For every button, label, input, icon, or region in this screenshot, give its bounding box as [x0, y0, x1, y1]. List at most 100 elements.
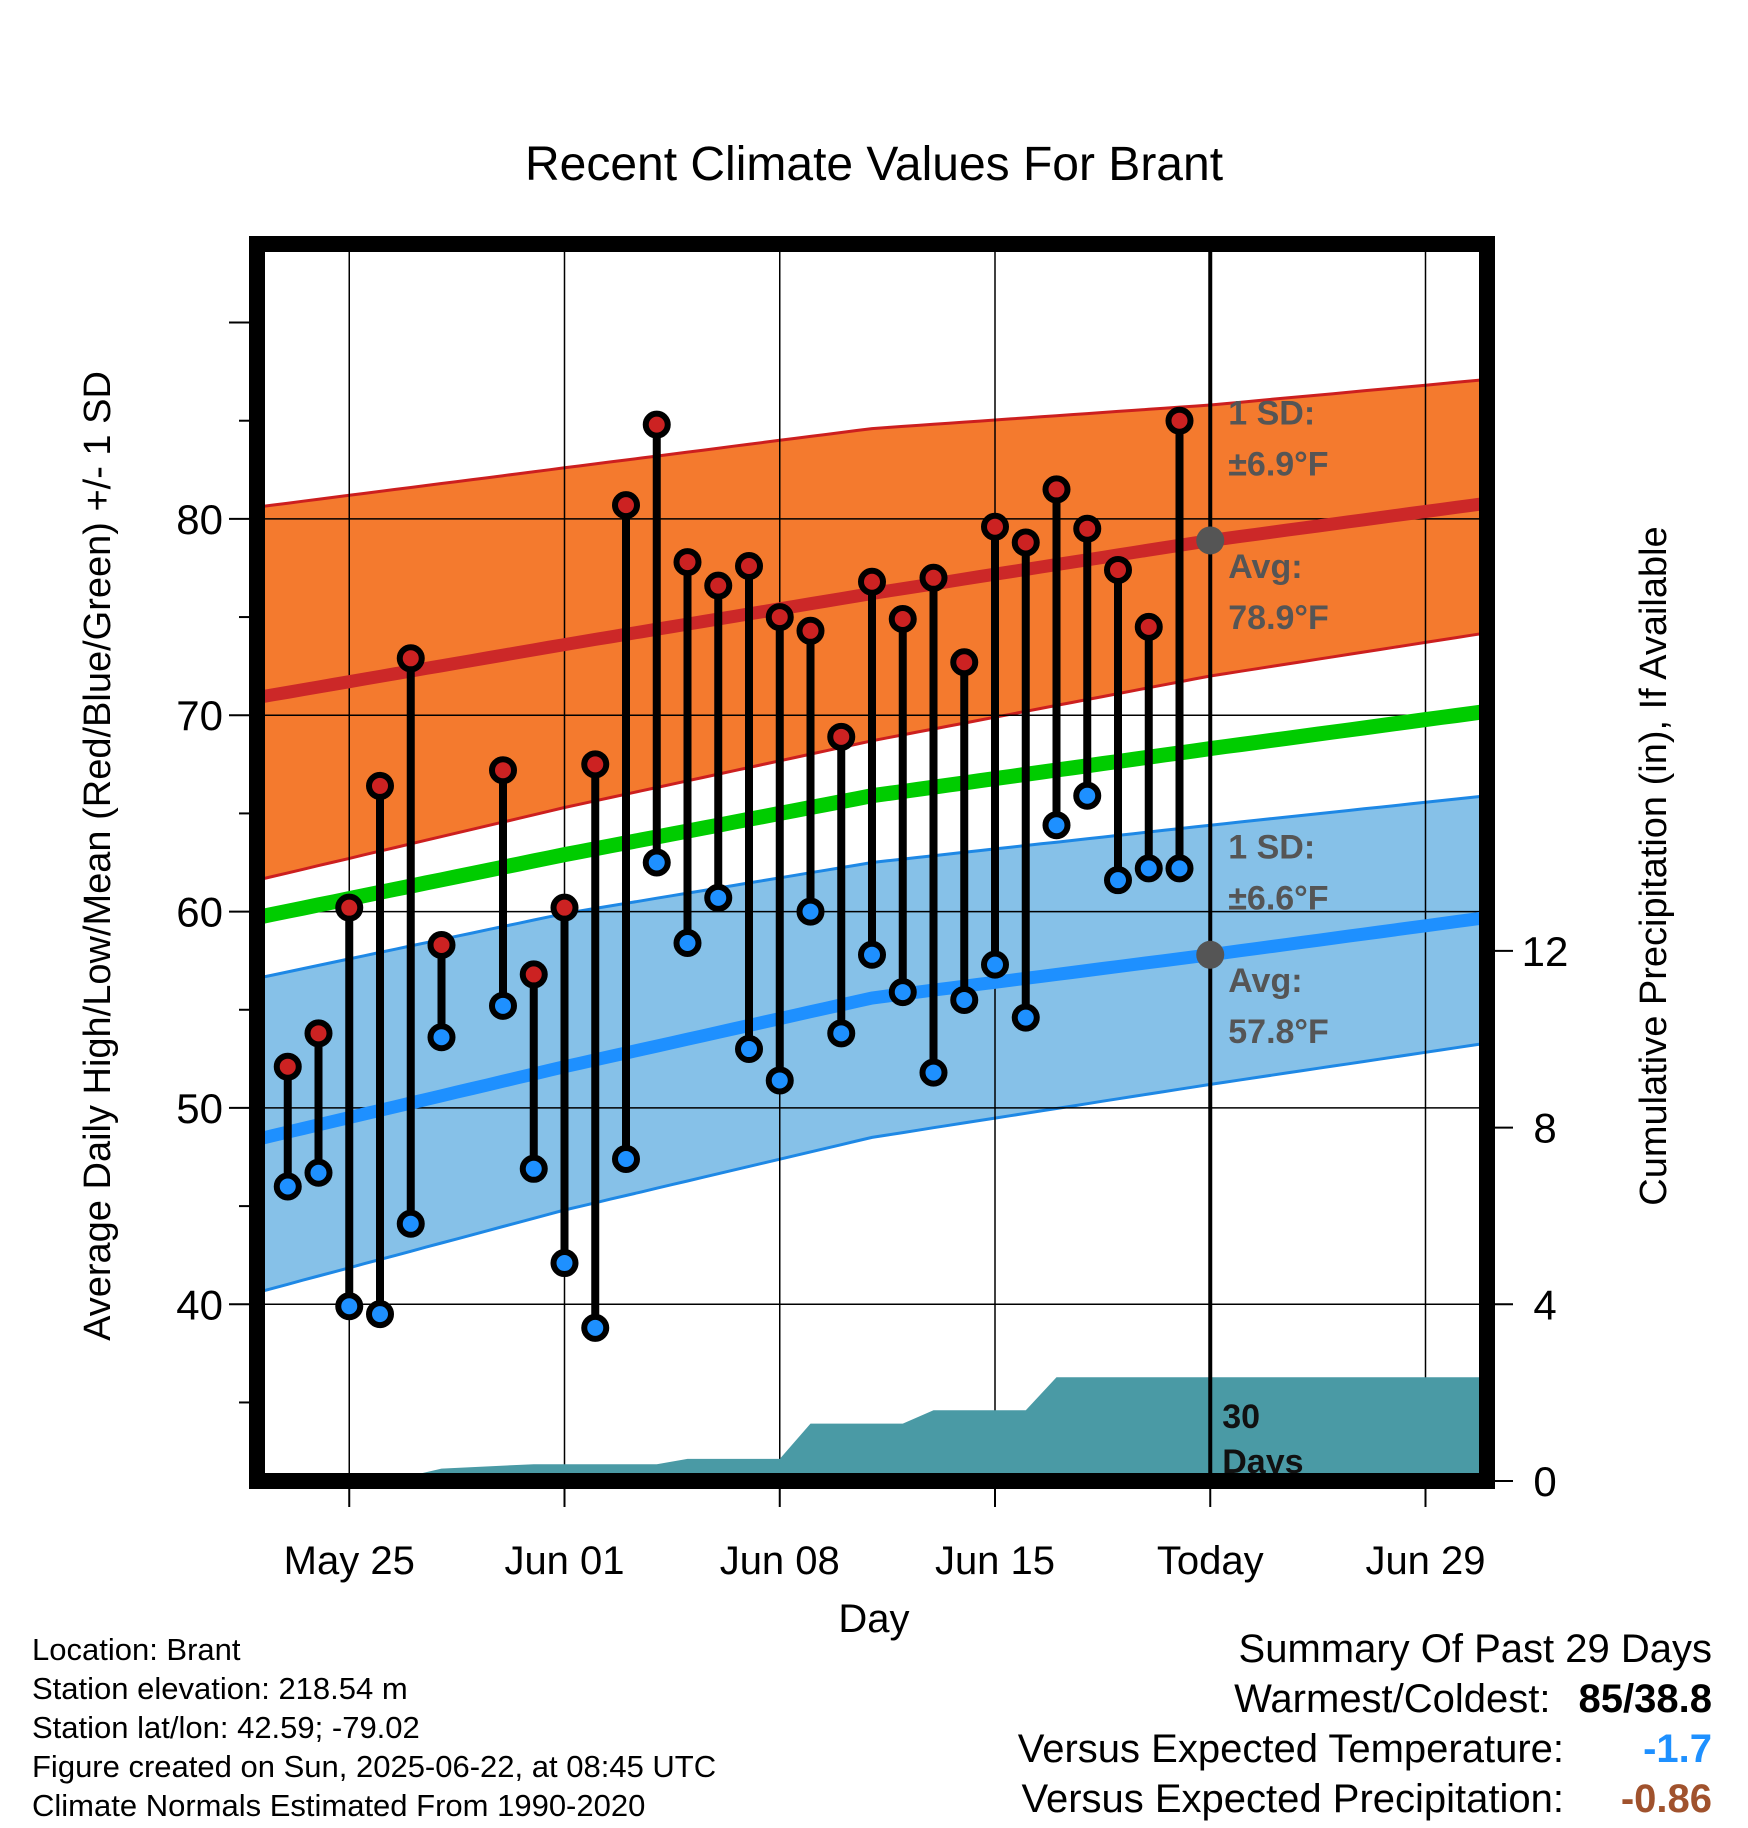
- today-low-normal-marker: [1196, 940, 1225, 969]
- high-temp-point: [704, 571, 733, 600]
- temp-departure-label: Versus Expected Temperature:: [1017, 1727, 1564, 1771]
- high-temp-point: [1165, 406, 1194, 435]
- low-temp-point: [1011, 1003, 1040, 1032]
- high-temp-point: [427, 930, 456, 959]
- summary-warm-cold-row: Warmest/Coldest: 85/38.8: [1018, 1674, 1712, 1724]
- low-temp-point: [581, 1313, 610, 1342]
- station-info: Location: Brant Station elevation: 218.5…: [32, 1630, 716, 1825]
- high-avg-title: Avg:: [1228, 548, 1302, 586]
- high-temp-point: [519, 960, 548, 989]
- y-tick-label: 80: [176, 496, 223, 543]
- normals-text: Climate Normals Estimated From 1990-2020: [32, 1788, 646, 1823]
- y2-tick-label: 4: [1533, 1281, 1556, 1328]
- low-avg-value: 57.8°F: [1228, 1013, 1329, 1051]
- low-temp-point: [427, 1023, 456, 1052]
- high-sd-value: ±6.9°F: [1228, 446, 1328, 484]
- high-temp-point: [581, 750, 610, 779]
- low-temp-point: [950, 985, 979, 1014]
- low-temp-point: [1073, 781, 1102, 810]
- low-temp-point: [796, 897, 825, 926]
- high-temp-point: [981, 512, 1009, 541]
- x-tick-label: Jun 15: [935, 1539, 1055, 1583]
- y-tick-label: 60: [176, 889, 223, 936]
- low-temp-point: [1134, 854, 1163, 883]
- today-high-normal-marker: [1196, 526, 1225, 555]
- low-temp-point: [981, 950, 1009, 979]
- high-temp-point: [489, 756, 517, 785]
- precip-departure-label: Versus Expected Precipitation:: [1021, 1777, 1564, 1821]
- low-temp-point: [1165, 854, 1194, 883]
- elevation-text: Station elevation: 218.54 m: [32, 1671, 408, 1706]
- high-temp-point: [765, 603, 794, 632]
- y-tick-label: 50: [176, 1085, 223, 1132]
- precip-area: [257, 1377, 1487, 1481]
- high-temp-point: [366, 771, 394, 800]
- x-tick-label: Jun 01: [504, 1539, 624, 1583]
- low-normal-line: [257, 911, 1487, 1146]
- precip-departure-value: -0.86: [1620, 1777, 1712, 1821]
- low-temp-point: [612, 1144, 640, 1173]
- high-sd-title: 1 SD:: [1228, 395, 1315, 433]
- low-avg-title: Avg:: [1228, 962, 1302, 1000]
- low-temp-point: [335, 1292, 364, 1321]
- y2-tick-label: 0: [1533, 1458, 1556, 1505]
- plot-frame: [249, 236, 1495, 1489]
- low-temp-point: [919, 1058, 948, 1087]
- low-temp-point: [735, 1035, 763, 1064]
- high-temp-point: [1011, 528, 1040, 557]
- x-tick-label: Jun 08: [720, 1539, 840, 1583]
- high-upper-edge: [257, 378, 1487, 509]
- low-sd-value: ±6.6°F: [1228, 880, 1328, 918]
- low-temp-point: [1042, 811, 1071, 840]
- low-temp-point: [519, 1154, 548, 1183]
- low-temp-point: [642, 848, 671, 877]
- high-temp-point: [888, 605, 917, 634]
- y2-tick-label: 8: [1533, 1105, 1556, 1152]
- high-avg-value: 78.9°F: [1228, 599, 1329, 637]
- summary-heading: Summary Of Past 29 Days: [1238, 1627, 1712, 1671]
- high-temp-point: [735, 552, 763, 581]
- low-temp-point: [858, 940, 886, 969]
- high-temp-point: [304, 1019, 333, 1048]
- low-temp-point: [550, 1249, 579, 1278]
- warm-cold-label: Warmest/Coldest:: [1234, 1677, 1551, 1721]
- x-tick-label: Jun 29: [1365, 1539, 1485, 1583]
- low-temp-point: [366, 1300, 394, 1329]
- x-axis-label: Day: [838, 1597, 909, 1641]
- low-temp-point: [489, 991, 517, 1020]
- low-temp-point: [765, 1066, 794, 1095]
- low-sd-title: 1 SD:: [1228, 829, 1315, 867]
- high-temp-point: [550, 893, 579, 922]
- precip-window-line1: 30: [1222, 1398, 1260, 1436]
- created-text: Figure created on Sun, 2025-06-22, at 08…: [32, 1749, 717, 1784]
- summary-panel: Summary Of Past 29 Days Warmest/Coldest:…: [1018, 1624, 1712, 1824]
- y-tick-label: 70: [176, 692, 223, 739]
- y2-axis-label: Cumulative Precipitation (in), If Availa…: [1633, 526, 1675, 1205]
- high-temp-point: [396, 644, 425, 673]
- summary-temp-row: Versus Expected Temperature: -1.7: [1018, 1724, 1712, 1774]
- low-temp-point: [396, 1209, 425, 1238]
- low-temp-point: [827, 1019, 856, 1048]
- low-temp-point: [888, 978, 917, 1007]
- y-tick-label: 40: [176, 1281, 223, 1328]
- low-temp-point: [304, 1158, 333, 1187]
- low-temp-point: [273, 1172, 302, 1201]
- low-temp-point: [1104, 866, 1132, 895]
- high-temp-point: [858, 567, 886, 596]
- summary-precip-row: Versus Expected Precipitation: -0.86: [1018, 1774, 1712, 1824]
- high-temp-point: [273, 1052, 302, 1081]
- high-temp-point: [1104, 555, 1132, 584]
- high-temp-point: [642, 410, 671, 439]
- x-tick-label: Today: [1157, 1539, 1264, 1583]
- y-axis-label: Average Daily High/Low/Mean (Red/Blue/Gr…: [77, 371, 119, 1341]
- location-text: Location: Brant: [32, 1632, 241, 1667]
- high-temp-point: [335, 893, 364, 922]
- temp-departure-value: -1.7: [1643, 1727, 1712, 1771]
- high-temp-point: [827, 722, 856, 751]
- high-temp-point: [796, 616, 825, 645]
- high-temp-point: [1134, 612, 1163, 641]
- x-tick-label: May 25: [284, 1539, 415, 1583]
- high-temp-point: [1042, 475, 1071, 504]
- latlon-text: Station lat/lon: 42.59; -79.02: [32, 1710, 420, 1745]
